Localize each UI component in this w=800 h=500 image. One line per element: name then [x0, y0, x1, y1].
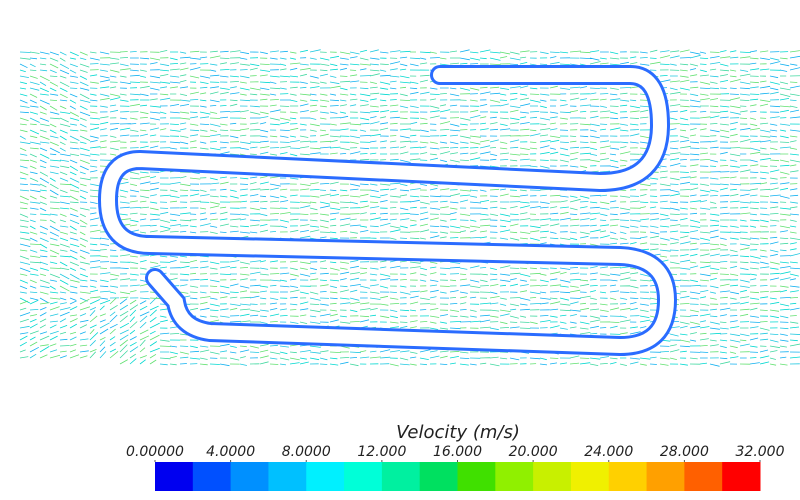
tick-label: 28.000 [660, 444, 709, 460]
tick-label: 12.000 [357, 444, 406, 460]
tick-label: 8.0000 [282, 444, 331, 460]
color-swatch [306, 462, 345, 491]
colorbar: 0.00000 4.0000 8.0000 12.000 16.000 20.000 24.… [126, 444, 785, 491]
color-swatch [533, 462, 572, 491]
color-swatch [192, 462, 232, 491]
color-swatch [684, 462, 723, 491]
tick-label: 24.000 [584, 444, 633, 460]
color-swatch [230, 462, 269, 491]
color-swatch [495, 462, 534, 491]
tick-label: 20.000 [509, 444, 558, 460]
tick-label: 32.000 [736, 444, 785, 460]
tick-label: 0.00000 [126, 444, 184, 460]
color-swatch [646, 462, 685, 491]
color-swatch [419, 462, 458, 491]
color-swatch [381, 462, 421, 491]
tick-label: 16.000 [433, 444, 482, 460]
color-swatch [608, 462, 648, 491]
color-swatch [457, 462, 496, 491]
color-swatch [268, 462, 307, 491]
color-swatch [155, 462, 194, 491]
vector-field [19, 49, 800, 367]
color-swatch [722, 462, 761, 491]
colorbar-title: Velocity (m/s) [396, 422, 520, 443]
tick-label: 4.0000 [206, 444, 255, 460]
color-swatch [344, 462, 383, 491]
tube [100, 68, 675, 354]
color-swatch [570, 462, 610, 491]
